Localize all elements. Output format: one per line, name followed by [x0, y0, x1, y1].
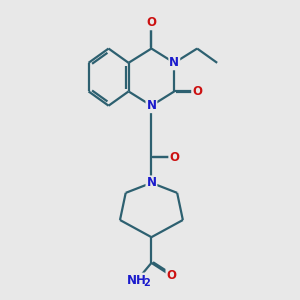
Text: 2: 2: [143, 278, 150, 289]
Text: O: O: [146, 16, 156, 29]
Text: O: O: [167, 269, 176, 282]
Text: N: N: [146, 176, 156, 189]
Text: N: N: [146, 99, 156, 112]
Text: O: O: [192, 85, 202, 98]
Text: NH: NH: [127, 274, 147, 286]
Text: O: O: [169, 151, 179, 164]
Text: N: N: [169, 56, 179, 69]
